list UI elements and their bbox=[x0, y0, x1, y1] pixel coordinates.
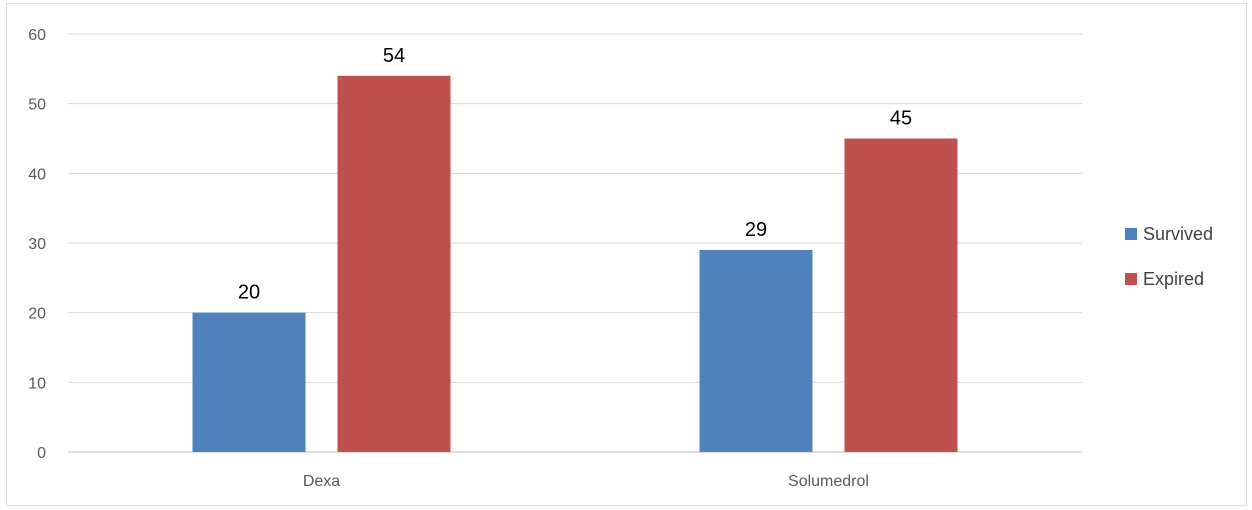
bar-expired-solumedrol bbox=[844, 138, 958, 452]
data-label: 20 bbox=[238, 282, 260, 304]
bar-survived-solumedrol bbox=[699, 249, 813, 452]
y-tick-label: 40 bbox=[28, 166, 46, 183]
x-axis-labels: Dexa Solumedrol bbox=[303, 473, 869, 490]
bars bbox=[192, 75, 958, 453]
data-label: 45 bbox=[890, 108, 912, 130]
data-labels: 20 54 29 45 bbox=[238, 45, 912, 304]
data-label: 54 bbox=[383, 45, 405, 67]
legend-swatch-expired bbox=[1125, 273, 1137, 285]
legend-label-survived: Survived bbox=[1143, 224, 1213, 244]
y-axis-ticks: 0 10 20 30 40 50 60 bbox=[28, 27, 46, 462]
y-tick-label: 50 bbox=[28, 97, 46, 114]
y-tick-label: 20 bbox=[28, 306, 46, 323]
bar-survived-dexa bbox=[192, 312, 306, 452]
data-label: 29 bbox=[745, 219, 767, 241]
legend-label-expired: Expired bbox=[1143, 269, 1204, 289]
legend-swatch-survived bbox=[1125, 228, 1137, 240]
x-category-label: Dexa bbox=[303, 473, 340, 490]
legend: Survived Expired bbox=[1125, 224, 1213, 289]
y-tick-label: 60 bbox=[28, 27, 46, 44]
y-tick-label: 30 bbox=[28, 236, 46, 253]
bar-expired-dexa bbox=[337, 75, 451, 453]
y-tick-label: 0 bbox=[37, 445, 46, 462]
x-category-label: Solumedrol bbox=[788, 473, 869, 490]
y-tick-label: 10 bbox=[28, 375, 46, 392]
